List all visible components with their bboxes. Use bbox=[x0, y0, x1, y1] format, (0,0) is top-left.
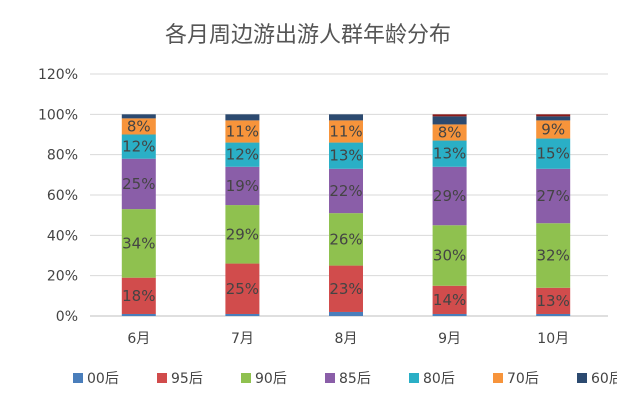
data-label: 12% bbox=[226, 146, 259, 164]
legend-swatch bbox=[577, 373, 587, 383]
data-label: 12% bbox=[122, 138, 155, 156]
legend-swatch bbox=[325, 373, 335, 383]
y-tick-label: 60% bbox=[47, 188, 78, 204]
data-label: 22% bbox=[329, 182, 362, 200]
data-label: 27% bbox=[537, 187, 570, 205]
bar-segment bbox=[121, 118, 156, 135]
legend-label: 95后 bbox=[171, 371, 203, 387]
legend-swatch bbox=[409, 373, 419, 383]
legend-swatch bbox=[157, 373, 167, 383]
data-label: 9% bbox=[541, 120, 565, 138]
bar-segment bbox=[432, 114, 467, 117]
data-label: 32% bbox=[537, 247, 570, 265]
data-label: 13% bbox=[537, 292, 570, 310]
y-tick-label: 80% bbox=[47, 148, 78, 164]
data-label: 13% bbox=[433, 145, 466, 163]
data-label: 34% bbox=[122, 234, 155, 252]
data-label: 26% bbox=[329, 230, 362, 248]
bar-segment bbox=[329, 265, 363, 312]
bar-segment bbox=[225, 142, 260, 167]
legend: 00后95后90后85后80后70后60后60前 bbox=[73, 371, 617, 387]
legend-swatch bbox=[493, 373, 503, 383]
bar-segment bbox=[536, 114, 571, 117]
data-label: 14% bbox=[433, 291, 466, 309]
bar-segment bbox=[432, 285, 467, 314]
x-tick-label: 9月 bbox=[438, 331, 461, 347]
legend-label: 70后 bbox=[507, 371, 539, 387]
data-label: 30% bbox=[433, 247, 466, 265]
bar-segment bbox=[432, 116, 467, 125]
data-label: 15% bbox=[537, 145, 570, 163]
x-tick-label: 7月 bbox=[231, 331, 254, 347]
data-label: 29% bbox=[226, 225, 259, 243]
bar-segment bbox=[329, 120, 363, 143]
x-tick-label: 10月 bbox=[537, 331, 569, 347]
data-label: 19% bbox=[226, 177, 259, 195]
bar-segment bbox=[225, 120, 260, 143]
data-label: 11% bbox=[329, 122, 362, 140]
bar-segment bbox=[225, 313, 260, 316]
bar-segment bbox=[121, 114, 156, 119]
legend-swatch bbox=[241, 373, 251, 383]
data-labels: 18% 34% 25% 12% 8% 25% 29% 19% 12% 11% 23% 26% 22% 13… bbox=[122, 117, 570, 309]
bar-segment bbox=[225, 263, 260, 314]
legend-label: 90后 bbox=[255, 371, 287, 387]
y-tick-label: 40% bbox=[47, 228, 78, 244]
data-label: 8% bbox=[438, 123, 462, 141]
data-label: 29% bbox=[433, 187, 466, 205]
legend-label: 85后 bbox=[339, 371, 371, 387]
bar-segment bbox=[329, 311, 363, 316]
bar-segment bbox=[432, 225, 467, 286]
data-label: 23% bbox=[329, 280, 362, 298]
bar-segment bbox=[536, 116, 571, 121]
bar-segment bbox=[225, 166, 260, 206]
chart-title: 各月周边游出游人群年龄分布 bbox=[165, 23, 451, 48]
legend-label: 80后 bbox=[423, 371, 455, 387]
data-label: 8% bbox=[127, 117, 151, 135]
bar-segment bbox=[121, 134, 156, 159]
data-label: 25% bbox=[226, 280, 259, 298]
y-tick-label: 100% bbox=[38, 107, 78, 123]
bar-segment bbox=[329, 168, 363, 214]
data-label: 25% bbox=[122, 175, 155, 193]
bar-segment bbox=[432, 166, 467, 226]
bar-segment bbox=[121, 158, 156, 210]
bar-segment bbox=[536, 138, 571, 169]
y-axis-ticks: 0% 20% 40% 60% 80% 100% 120% bbox=[38, 67, 78, 325]
y-tick-label: 20% bbox=[47, 269, 78, 285]
bar-segment bbox=[329, 114, 363, 121]
bar-segment bbox=[225, 114, 260, 121]
legend-label: 60后 bbox=[591, 371, 617, 387]
y-tick-label: 120% bbox=[38, 67, 78, 83]
bar-segment bbox=[432, 313, 467, 316]
legend-label: 00后 bbox=[87, 371, 119, 387]
bar-segment bbox=[121, 277, 156, 314]
legend-swatch bbox=[73, 373, 83, 383]
x-tick-label: 8月 bbox=[335, 331, 358, 347]
data-label: 13% bbox=[329, 147, 362, 165]
bar-segment bbox=[121, 313, 156, 316]
bar-segment bbox=[536, 313, 571, 316]
bar-segment bbox=[536, 287, 571, 314]
bar-segment bbox=[121, 209, 156, 278]
bar-segment bbox=[536, 120, 571, 139]
y-tick-label: 0% bbox=[56, 309, 78, 325]
data-label: 11% bbox=[226, 122, 259, 140]
bar-segment bbox=[432, 140, 467, 167]
bar-segment bbox=[536, 168, 571, 224]
x-axis-ticks: 6月 7月 8月 9月 10月 bbox=[127, 331, 569, 347]
bars bbox=[121, 114, 571, 316]
x-tick-label: 6月 bbox=[127, 331, 150, 347]
bar-segment bbox=[225, 205, 260, 264]
bar-segment bbox=[536, 223, 571, 288]
bar-segment bbox=[329, 213, 363, 266]
data-label: 18% bbox=[122, 287, 155, 305]
bar-segment bbox=[432, 124, 467, 141]
bar-segment bbox=[329, 142, 363, 169]
